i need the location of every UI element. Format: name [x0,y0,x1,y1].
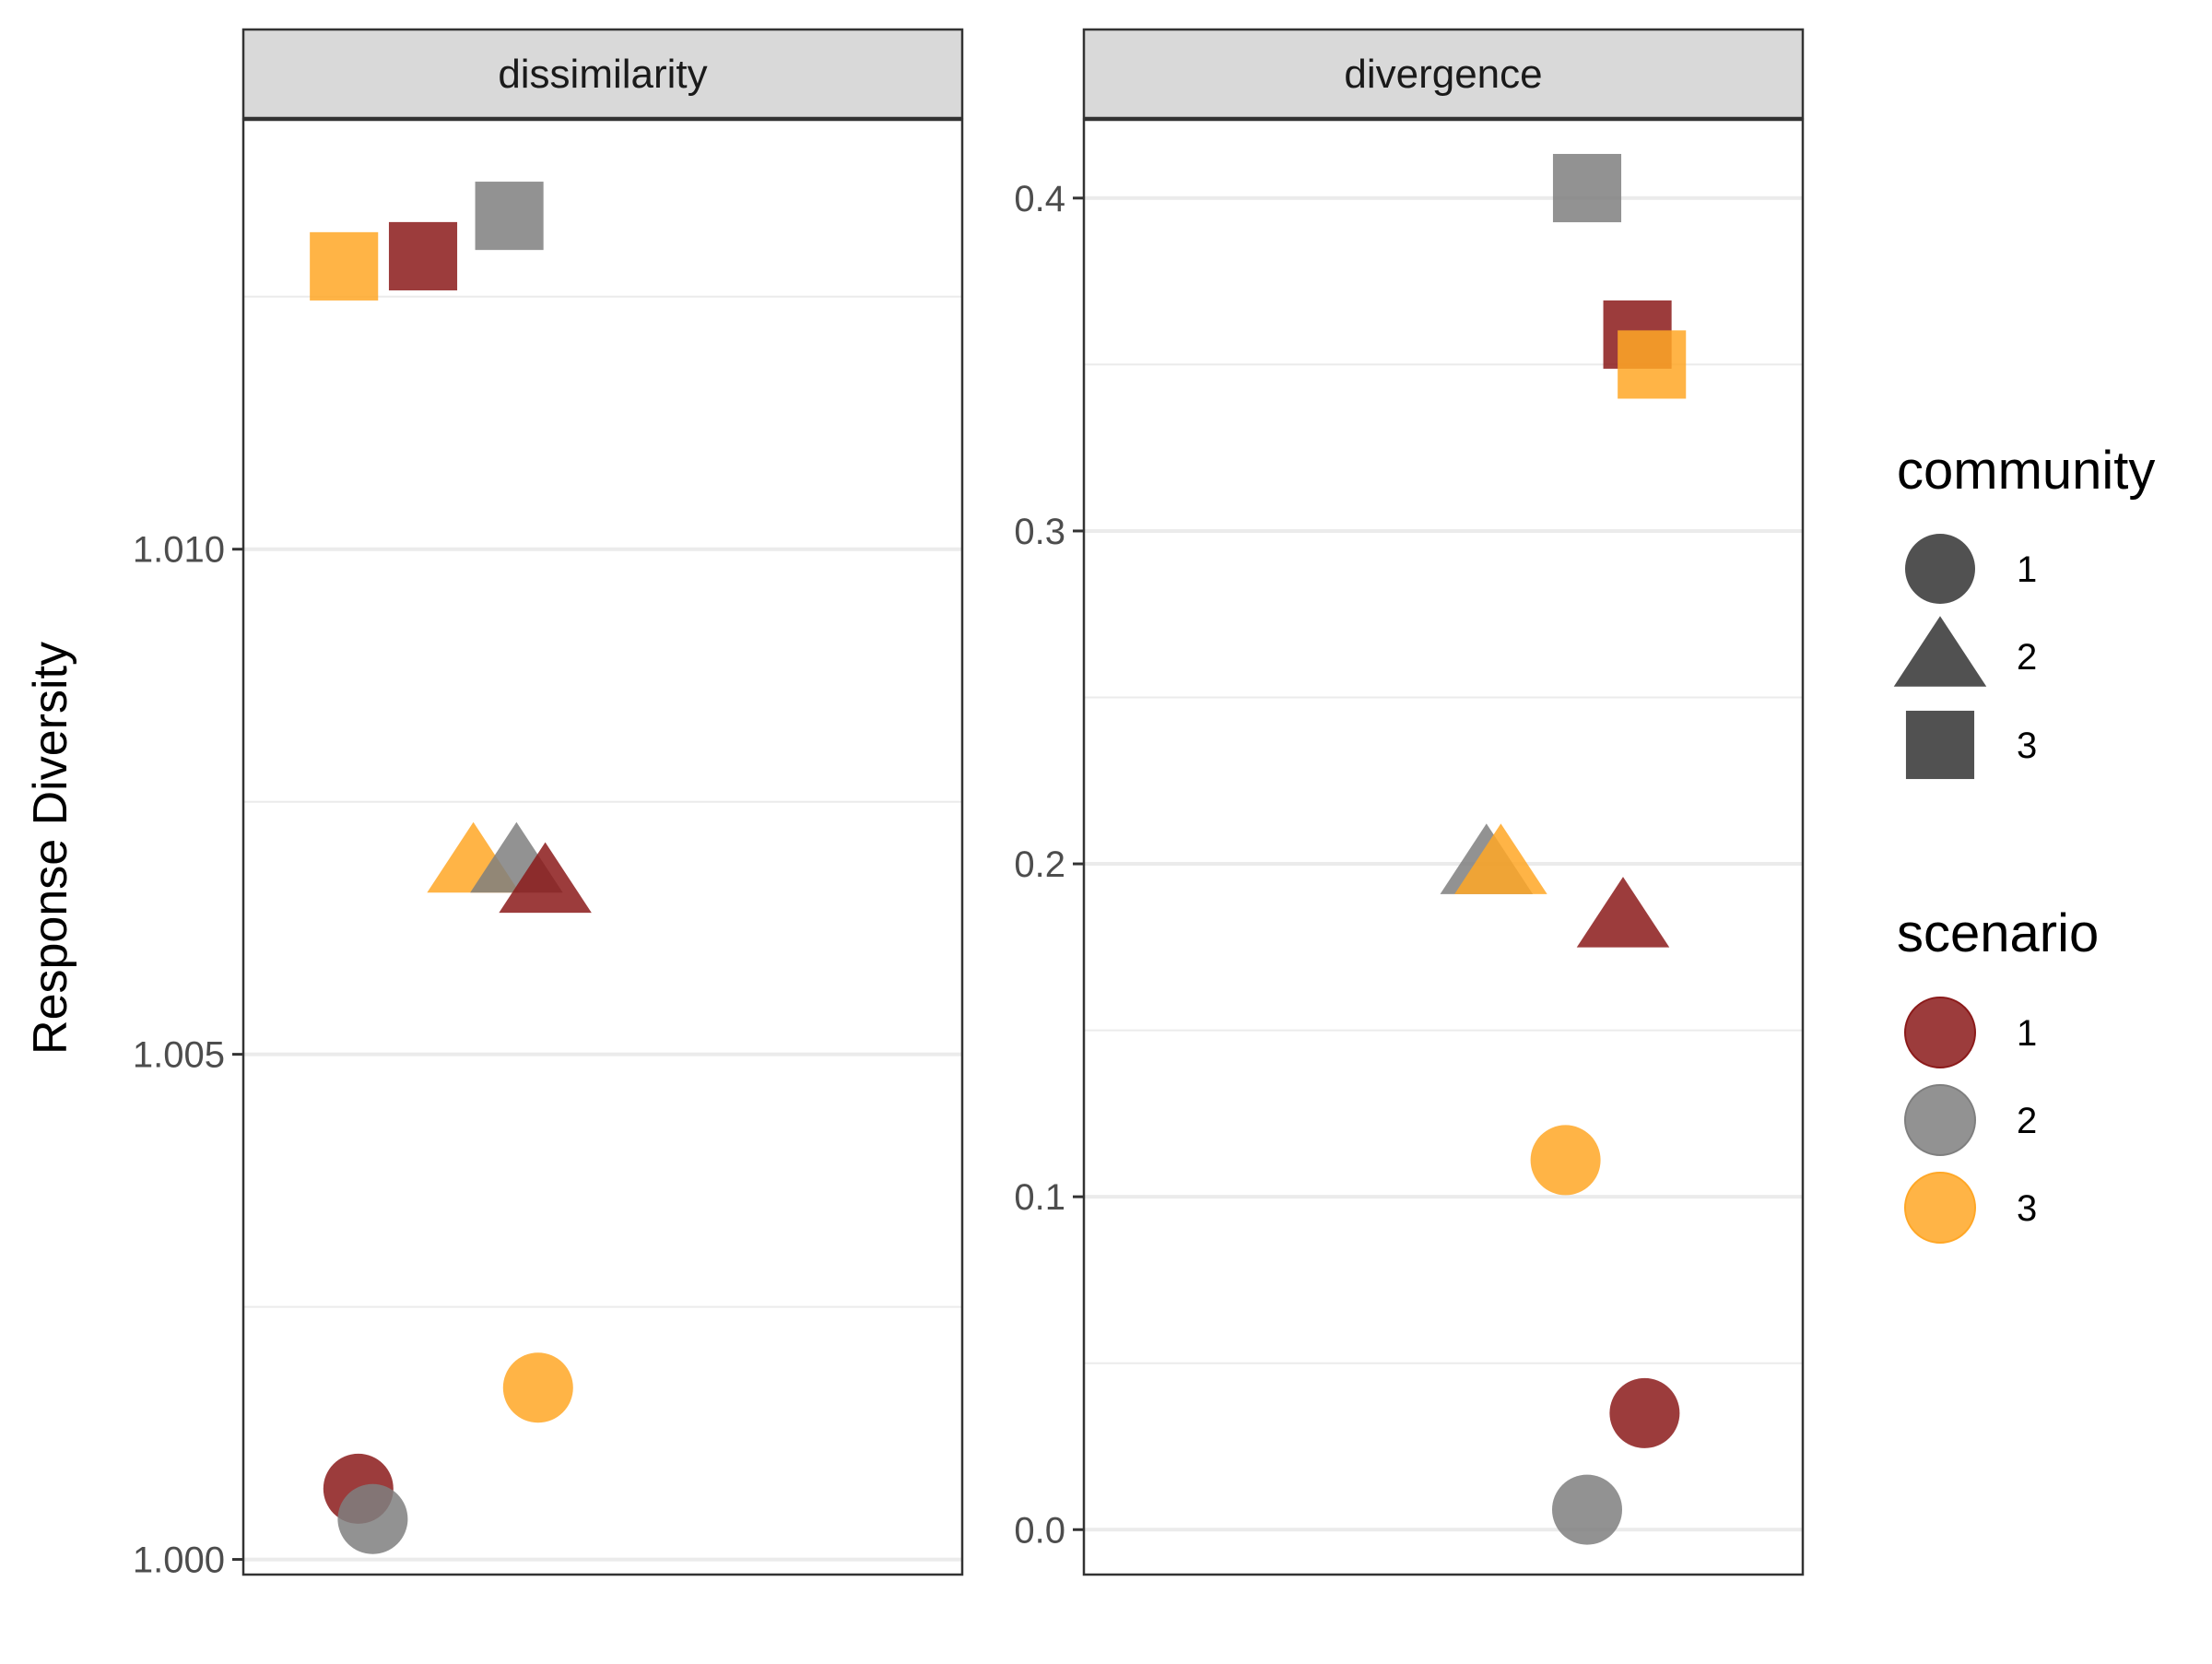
facet-strip [1082,28,1805,120]
y-tick-label: 1.005 [133,1035,225,1076]
legend-label-community-3: 3 [2017,726,2037,766]
point-c3-s3 [310,231,379,301]
y-tick-label: 1.010 [133,530,225,571]
point-c1-s3 [502,1352,573,1423]
y-axis-label: Response Diversity [24,642,77,1055]
point-c2-s1 [499,842,592,914]
point-c1-s1 [1609,1377,1680,1448]
facet-strip-label: dissimilarity [498,52,707,97]
y-tick-label: 0.2 [1014,844,1065,885]
legend: community 1 2 3 scenario 1 2 3 [1893,441,2155,1244]
y-tick-label: 1.000 [133,1540,225,1581]
point-c3-s1 [388,221,458,290]
legend-label-scenario-1: 1 [2017,1013,2037,1054]
panel-divergence: divergence 0.0 0.1 0.2 0.3 0.4 [1014,28,1805,1576]
legend-label-scenario-3: 3 [2017,1188,2037,1229]
legend-key-scenario-2 [1904,1084,1976,1156]
point-c1-s2 [1552,1474,1622,1545]
legend-title-community: community [1897,441,2155,501]
legend-key-scenario-3 [1904,1172,1976,1244]
panel-border [241,118,964,1576]
point-c3-s2 [1552,153,1622,223]
point-c1-s2 [337,1483,408,1554]
panel-border [1082,118,1805,1576]
y-tick-label: 0.0 [1014,1510,1065,1551]
point-c3-s2 [475,182,544,251]
point-c2-s1 [1576,877,1670,948]
facet-strip [241,28,964,120]
legend-label-scenario-2: 2 [2017,1101,2037,1141]
point-c3-s3 [1618,330,1687,399]
legend-key-community-3 [1905,710,1975,780]
y-tick-label: 0.4 [1014,179,1065,219]
facet-strip-label: divergence [1344,52,1542,97]
panel-dissimilarity: dissimilarity 1.000 1.005 1.010 [133,28,964,1581]
point-c1-s3 [1530,1125,1601,1196]
legend-label-community-2: 2 [2017,637,2037,678]
legend-label-community-1: 1 [2017,549,2037,590]
y-tick-label: 0.1 [1014,1177,1065,1218]
y-tick-label: 0.3 [1014,512,1065,552]
legend-key-community-2 [1893,616,1987,687]
legend-key-scenario-1 [1904,997,1976,1068]
legend-key-community-1 [1905,534,1975,604]
point-c2-s3 [1454,823,1547,894]
legend-title-scenario: scenario [1897,903,2099,963]
